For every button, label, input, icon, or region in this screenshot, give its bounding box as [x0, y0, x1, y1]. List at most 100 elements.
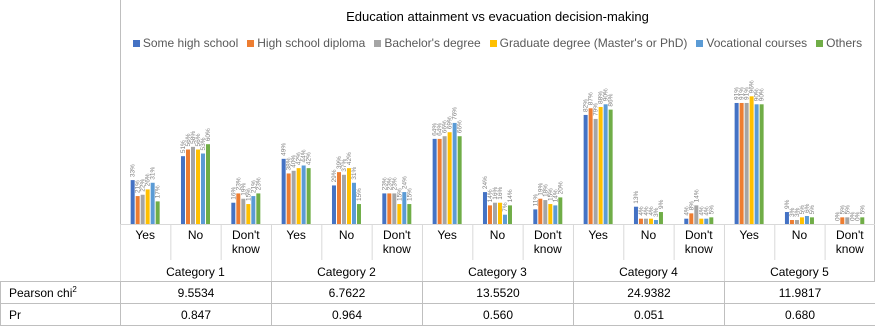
bar — [180, 156, 185, 224]
bar — [256, 193, 261, 224]
table-cell: 0.847 — [120, 303, 272, 326]
bar — [588, 108, 593, 224]
bar — [709, 217, 714, 224]
data-label: 42% — [296, 152, 303, 165]
bar — [155, 201, 160, 224]
x-tick-label: Don't — [685, 228, 713, 242]
data-label: 11% — [532, 194, 539, 207]
bar — [749, 96, 754, 224]
data-label: 9% — [658, 199, 665, 209]
data-label: 0% — [849, 211, 856, 221]
data-label: 90% — [759, 88, 766, 101]
bar — [548, 204, 553, 224]
bar — [638, 218, 643, 224]
table-cell: 0.964 — [271, 303, 423, 326]
data-label: 24% — [482, 176, 489, 189]
bar — [598, 106, 603, 224]
bar — [241, 198, 246, 224]
data-label: 19% — [537, 183, 544, 196]
data-label: 5% — [859, 205, 866, 215]
legend-swatch — [132, 39, 140, 47]
bar — [351, 182, 356, 224]
data-label: 0% — [854, 211, 861, 221]
data-label: 53% — [200, 137, 207, 150]
data-label: 44% — [301, 149, 308, 162]
data-label: 23% — [235, 177, 242, 190]
x-tick-label: know — [383, 242, 411, 256]
x-tick-label: Don't — [383, 228, 411, 242]
data-label: 91% — [739, 87, 746, 100]
bar — [236, 193, 241, 224]
bar — [799, 217, 804, 224]
x-tick-label: No — [490, 228, 506, 242]
bar — [784, 212, 789, 224]
bar — [432, 138, 437, 224]
bar — [648, 218, 653, 224]
data-label: 90% — [754, 88, 761, 101]
chart-title: Education attainment vs evacuation decis… — [346, 9, 649, 24]
legend: Some high school High school diploma Bache… — [120, 36, 875, 50]
data-label: 91% — [744, 87, 751, 100]
data-label: 38% — [286, 157, 293, 170]
legend-item: High school diploma — [247, 36, 365, 50]
data-label: 5% — [839, 205, 846, 215]
data-label: 49% — [281, 143, 288, 156]
bar — [543, 200, 548, 224]
data-label: 14% — [507, 189, 514, 202]
data-label: 56% — [195, 133, 202, 146]
x-tick-label: No — [339, 228, 355, 242]
legend-item: Others — [816, 36, 862, 50]
data-label: 33% — [130, 164, 137, 177]
data-label: 66% — [457, 120, 464, 133]
bar — [502, 214, 507, 224]
bar — [744, 102, 749, 224]
bar — [694, 205, 699, 224]
data-label: 76% — [452, 107, 459, 120]
bar — [699, 218, 704, 224]
x-tick-label: know — [836, 242, 864, 256]
bar — [130, 180, 135, 224]
data-label: 4% — [638, 206, 645, 216]
data-label: 60% — [205, 128, 212, 141]
data-label: 56% — [185, 133, 192, 146]
legend-label: High school diploma — [257, 36, 366, 50]
bar — [145, 189, 150, 224]
legend-item: Some high school — [132, 36, 238, 50]
bar — [538, 198, 543, 224]
data-label: 16% — [230, 186, 237, 199]
data-label: 88% — [598, 91, 605, 104]
bar — [603, 104, 608, 224]
bar — [200, 153, 205, 224]
data-label: 31% — [351, 167, 358, 180]
bar — [533, 209, 538, 224]
bar — [643, 218, 648, 224]
data-label: 42% — [306, 152, 313, 165]
table-cell: 6.7622 — [271, 281, 423, 304]
bar — [487, 205, 492, 224]
data-label: 23% — [255, 177, 262, 190]
table-cell: 11.9817 — [724, 281, 875, 304]
table-cell: 13.5520 — [422, 281, 574, 304]
bar — [286, 173, 291, 224]
x-tick-label: Yes — [588, 228, 608, 242]
x-tick-label: Don't — [534, 228, 562, 242]
bar — [296, 168, 301, 224]
data-label: 42% — [346, 152, 353, 165]
data-label: 15% — [406, 188, 413, 201]
bar — [457, 136, 462, 224]
data-label: 23% — [381, 177, 388, 190]
x-tick-label: Don't — [836, 228, 864, 242]
row-label: Pearson chi2 — [0, 281, 121, 304]
x-tick-label: know — [232, 242, 260, 256]
x-tick-label: Yes — [739, 228, 759, 242]
bar — [734, 102, 739, 224]
group-label: Category 3 — [468, 265, 527, 279]
bar — [437, 138, 442, 224]
data-label: 31% — [150, 167, 157, 180]
data-label: 16% — [497, 186, 504, 199]
data-label: 51% — [180, 140, 187, 153]
data-label: 21% — [250, 180, 257, 193]
bar — [608, 109, 613, 224]
bar — [140, 194, 145, 224]
bar — [442, 136, 447, 224]
